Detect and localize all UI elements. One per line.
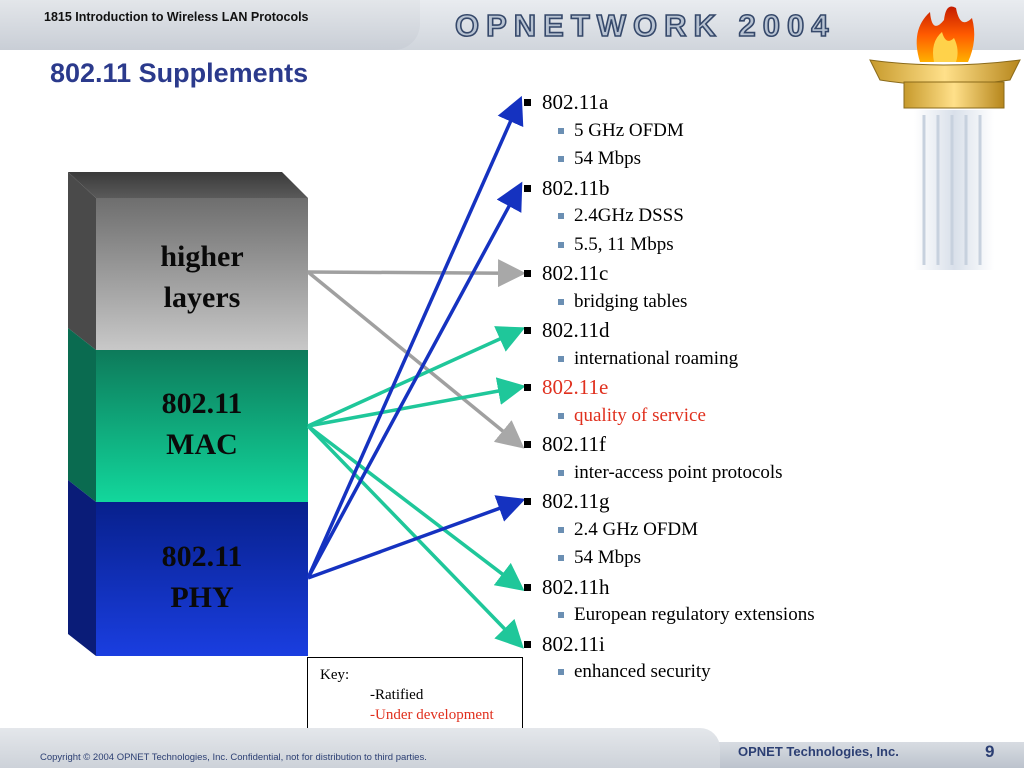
supplement-detail: enhanced security [521,658,861,687]
layer-label-higher: higher layers [96,236,308,318]
stack-side-higher [68,172,96,350]
arrow-higher-layers-to-80211f [306,270,525,449]
supplement-detail-text: 54 Mbps [574,547,642,568]
supplement-detail-text: quality of service [574,404,706,426]
supplement-name: 802.11g [542,489,610,513]
supplement-name: 802.11h [542,574,610,599]
arrow-802-11-mac-to-80211i [306,424,524,649]
supplement-name: 802.11i [542,631,605,656]
header-tab [0,0,420,50]
sub-bullet-square-icon [558,127,564,134]
copyright-text: Copyright © 2004 OPNET Technologies, Inc… [40,752,427,763]
supplement-detail: 54 Mbps [521,145,861,174]
sub-bullet-square-icon [558,555,564,561]
bullet-square-icon [524,441,531,448]
sub-bullet-square-icon [558,526,564,533]
sub-bullet-square-icon [558,355,564,362]
supplement-detail: 2.4GHz DSSS [521,202,861,231]
supplement-item: 802.11a [521,88,861,117]
layer-label-phy-line1: 802.11 [161,540,243,573]
bullet-square-icon [524,99,531,106]
supplement-detail-text: international roaming [574,347,739,369]
supplement-item: 802.11d [521,316,861,345]
arrow-802-11-phy-to-80211a [306,95,524,579]
supplement-name: 802.11e [542,375,609,399]
layer-label-phy-line2: PHY [170,581,234,614]
supplement-detail-text: inter-access point protocols [574,461,783,483]
torch-logo-icon [869,6,1021,270]
supplement-detail-text: bridging tables [574,290,688,312]
supplement-name: 802.11a [542,90,609,114]
arrow-higher-layers-to-80211c [307,259,526,288]
supplement-detail: inter-access point protocols [521,459,861,488]
supplement-item: 802.11e [521,373,861,402]
sub-bullet-square-icon [558,156,564,162]
bullet-square-icon [524,270,531,277]
sub-bullet-square-icon [558,469,564,476]
bullet-square-icon [524,498,531,505]
supplement-name: 802.11c [542,261,609,285]
supplement-detail-text: 2.4GHz DSSS [574,205,684,226]
sub-bullet-square-icon [558,298,564,305]
bullet-square-icon [524,327,531,334]
supplement-name: 802.11d [542,318,610,342]
bullet-square-icon [524,583,531,591]
sub-bullet-square-icon [558,213,564,219]
sub-bullet-square-icon [558,669,564,675]
brand-logo-text: OPNETWORK 2004 [454,7,836,44]
supplement-detail: bridging tables [521,288,861,317]
page-number: 9 [985,742,995,761]
bullet-square-icon [524,640,531,648]
supplement-detail-text: 5.5, 11 Mbps [574,233,674,255]
key-under-development: -Under development [370,707,494,723]
bullet-square-icon [524,384,531,391]
supplement-detail: 5 GHz OFDM [521,117,861,146]
supplement-item: 802.11h [521,573,861,602]
stack-side-phy [68,480,96,656]
supplement-detail: 2.4 GHz OFDM [521,516,861,545]
layer-label-mac: 802.11 MAC [96,383,308,465]
arrow-802-11-phy-to-80211g [307,495,526,580]
supplement-item: 802.11c [521,259,861,288]
footer-tab [0,728,720,768]
supplement-detail: 54 Mbps [521,544,861,573]
supplement-name: 802.11b [542,175,610,200]
sub-bullet-square-icon [558,612,564,618]
arrow-802-11-mac-to-80211e [307,377,526,428]
supplement-detail: European regulatory extensions [521,601,861,630]
supplement-detail-text: enhanced security [574,661,711,682]
layer-label-higher-line2: layers [163,281,241,314]
stack-side-mac [68,328,96,502]
supplement-item: 802.11f [521,430,861,459]
supplement-detail-text: 2.4 GHz OFDM [574,518,699,540]
supplement-item: 802.11b [521,174,861,203]
supplement-detail-text: 5 GHz OFDM [574,119,684,141]
supplement-detail: international roaming [521,345,861,374]
supplement-detail: quality of service [521,402,861,431]
supplement-detail-text: European regulatory extensions [574,604,815,625]
legend-key-box: Key: -Ratified -Under development [307,657,523,732]
supplement-item: 802.11g [521,487,861,516]
stack-top-face [68,172,308,198]
company-name: OPNET Technologies, Inc. [738,744,899,759]
arrow-802-11-mac-to-80211h [306,424,525,591]
supplement-detail: 5.5, 11 Mbps [521,231,861,260]
layer-label-higher-line1: higher [160,240,244,273]
supplement-name: 802.11f [542,432,606,456]
slide-title: 802.11 Supplements [50,58,309,88]
key-title: Key: [320,667,350,683]
layer-label-mac-line2: MAC [166,428,238,461]
sub-bullet-square-icon [558,412,564,419]
bullet-square-icon [524,184,531,192]
course-title: 1815 Introduction to Wireless LAN Protoc… [44,10,309,24]
supplement-detail-text: 54 Mbps [574,148,642,169]
arrow-802-11-mac-to-80211d [307,326,526,428]
sub-bullet-square-icon [558,241,564,248]
supplement-list: 802.11a 5 GHz OFDM 54 Mbps 802.11b 2.4GHz DS… [521,88,861,687]
layer-label-phy: 802.11 PHY [96,536,308,618]
supplement-item: 802.11i [521,630,861,659]
layer-label-mac-line1: 802.11 [161,387,243,420]
key-ratified: -Ratified [370,687,424,703]
arrow-802-11-phy-to-80211b [306,181,523,579]
